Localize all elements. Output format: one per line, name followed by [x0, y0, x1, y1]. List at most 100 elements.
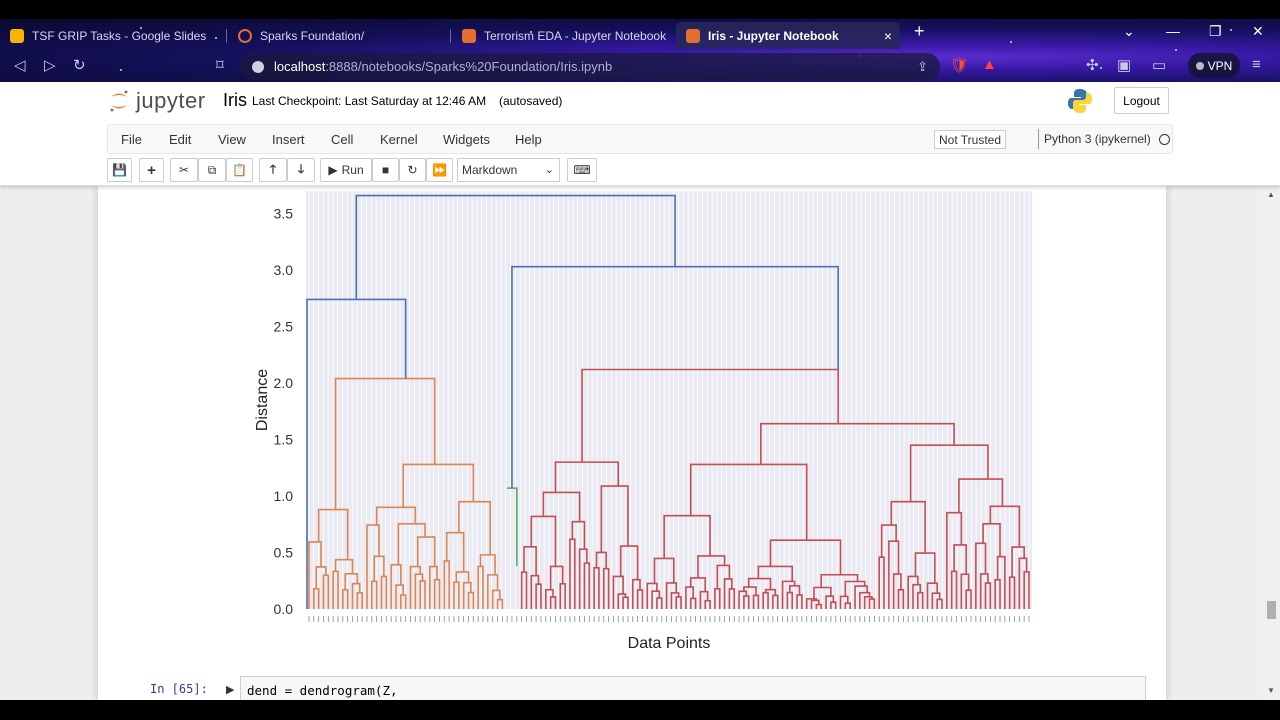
address-bar[interactable]: localhost:8888/notebooks/Sparks%20Founda…	[240, 53, 940, 80]
save-icon[interactable]: 💾	[107, 158, 132, 182]
vpn-label: VPN	[1207, 58, 1233, 73]
menu-edit[interactable]: Edit	[169, 132, 192, 147]
close-tab-icon[interactable]: ×	[883, 27, 892, 44]
dendrogram-link	[544, 588, 554, 609]
tab-iris-notebook[interactable]: Iris - Jupyter Notebook ×	[676, 22, 900, 49]
menu-help[interactable]: Help	[515, 132, 542, 147]
move-up-icon[interactable]: 🡑	[259, 158, 287, 182]
code-cell[interactable]: dend = dendrogram(Z,	[240, 676, 1146, 700]
os-bottom-strip	[0, 700, 1280, 720]
restore-icon[interactable]: ❐	[1209, 23, 1222, 39]
slides-icon	[10, 28, 24, 43]
menu-cell[interactable]: Cell	[331, 132, 354, 147]
reload-icon[interactable]: ↻	[73, 57, 86, 74]
menu-widgets[interactable]: Widgets	[443, 132, 490, 147]
y-tick-label: 2.0	[274, 375, 294, 391]
close-window-icon[interactable]: ✕	[1252, 23, 1264, 39]
dendrogram-link	[844, 602, 852, 609]
dendrogram-link	[958, 478, 1004, 513]
wallet-icon[interactable]: ▭	[1152, 57, 1167, 74]
restart-run-all-icon[interactable]: ⏩	[426, 158, 453, 182]
share-icon[interactable]: ⇪	[917, 58, 928, 74]
extensions-icon[interactable]: ✣	[1086, 57, 1099, 74]
vpn-button[interactable]: VPN	[1188, 53, 1240, 78]
dendrogram-link	[689, 577, 707, 592]
dendrogram-link	[496, 598, 504, 609]
scroll-thumb[interactable]	[1267, 601, 1276, 619]
tab-label: Terrorism EDA - Jupyter Notebook	[484, 28, 667, 43]
dendrogram-link	[747, 577, 772, 590]
dendrogram-link	[581, 368, 839, 463]
dendrogram-link	[622, 596, 629, 609]
dendrogram-link	[663, 514, 711, 559]
new-tab-button[interactable]: +	[914, 21, 925, 41]
dendrogram-link	[1023, 571, 1030, 609]
browser-chrome: TSF GRIP Tasks - Google Slides Sparks Fo…	[0, 19, 1280, 82]
sidebar-icon[interactable]: ▣	[1117, 57, 1132, 74]
dendrogram-link	[651, 590, 661, 609]
minimize-icon[interactable]: —	[1166, 23, 1180, 39]
restart-icon[interactable]: ↻	[399, 158, 426, 182]
command-palette-icon[interactable]: ⌨	[567, 158, 597, 182]
page-scrollbar[interactable]: ▲ ▼	[1263, 186, 1280, 700]
dendrogram-link	[772, 594, 779, 609]
trust-button[interactable]: Not Trusted	[934, 130, 1007, 149]
menu-insert[interactable]: Insert	[272, 132, 305, 147]
copy-icon[interactable]: ⧉	[198, 158, 226, 182]
dendrogram-link	[523, 546, 537, 576]
dendrogram-link	[535, 583, 542, 609]
y-tick-label: 1.0	[274, 488, 294, 504]
dendrogram-link	[830, 601, 837, 609]
jupyter-logo[interactable]: jupyter	[108, 88, 206, 114]
dendrogram-link	[395, 584, 405, 609]
cell-type-select[interactable]: Markdown ⌄	[457, 158, 560, 182]
dendrogram-link	[685, 586, 694, 609]
dendrogram-link	[989, 505, 1021, 548]
dendrogram-link	[511, 265, 839, 489]
menu-file[interactable]: File	[121, 132, 142, 147]
move-down-icon[interactable]: 🡓	[287, 158, 315, 182]
brave-rewards-icon[interactable]: ▲	[982, 56, 997, 73]
dendrogram-link	[429, 565, 438, 609]
tab-terrorism-eda[interactable]: Terrorism EDA - Jupyter Notebook	[452, 22, 674, 49]
dendrogram-link	[569, 538, 576, 609]
scroll-down-icon[interactable]: ▼	[1267, 686, 1275, 695]
menu-kernel[interactable]: Kernel	[380, 132, 418, 147]
dendrogram-link	[308, 541, 322, 609]
menu-view[interactable]: View	[218, 132, 246, 147]
dendrogram-link	[844, 580, 866, 597]
bookmark-icon[interactable]: ⌑	[216, 57, 224, 74]
notebook-name[interactable]: Iris	[223, 90, 247, 110]
dendrogram-link	[462, 581, 472, 609]
cut-icon[interactable]: ✂	[170, 158, 198, 182]
run-cell-icon[interactable]: ▶	[226, 684, 235, 696]
tab-sparks-foundation[interactable]: Sparks Foundation/	[228, 22, 450, 49]
tab-search-chevron-icon[interactable]: ⌄	[1123, 23, 1135, 39]
dendrogram-link	[813, 586, 832, 599]
forward-icon[interactable]: ▷	[44, 57, 56, 74]
cell-prompt: In [65]:	[150, 682, 208, 696]
logout-button[interactable]: Logout	[1114, 87, 1169, 114]
run-label: Run	[341, 163, 364, 177]
kernel-idle-icon	[1159, 134, 1170, 145]
back-icon[interactable]: ◁	[14, 57, 26, 74]
brave-shield-icon[interactable]: 🛡	[950, 57, 970, 74]
dendrogram-link	[419, 580, 426, 609]
menu-icon[interactable]: ≡	[1252, 56, 1261, 73]
dendrogram-link	[670, 592, 680, 609]
dendrogram-link	[854, 585, 868, 609]
dendrogram-link	[723, 578, 733, 609]
dendrogram-link	[612, 575, 624, 609]
run-button[interactable]: ▶ Run	[320, 158, 372, 182]
scroll-up-icon[interactable]: ▲	[1267, 190, 1275, 199]
dendrogram-link	[334, 558, 354, 574]
dendrogram-link	[760, 422, 955, 465]
dendrogram-link	[491, 589, 501, 609]
dendrogram-link	[334, 377, 436, 510]
tab-google-slides[interactable]: TSF GRIP Tasks - Google Slides	[0, 22, 226, 49]
site-info-icon[interactable]	[252, 60, 264, 73]
insert-cell-icon[interactable]: +	[139, 158, 164, 182]
paste-icon[interactable]: 📋	[226, 158, 253, 182]
dendrogram-link	[530, 515, 557, 567]
interrupt-icon[interactable]: ■	[372, 158, 399, 182]
